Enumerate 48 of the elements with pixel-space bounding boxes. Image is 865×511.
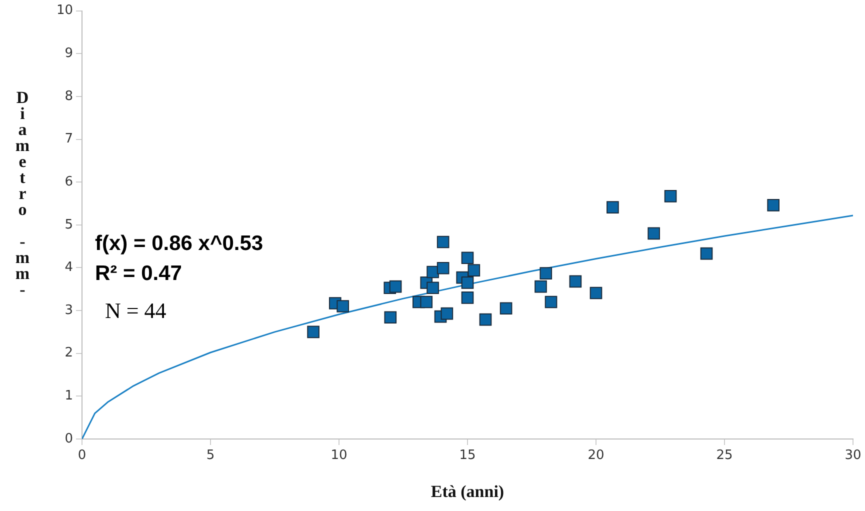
point (700, 247, 713, 260)
point (426, 282, 439, 294)
point (440, 307, 454, 320)
y-tick-label: 1 (64, 388, 73, 404)
point (590, 286, 602, 300)
x-tick-label: 30 (844, 448, 862, 464)
y-tick-label: 5 (64, 217, 73, 232)
point (534, 280, 547, 293)
point (569, 275, 582, 288)
y-tick-label: 3 (64, 302, 73, 318)
x-tick-label: 25 (716, 448, 733, 464)
y-axis-title: Diametro -mm- (12, 88, 32, 296)
point (479, 313, 492, 326)
x-tick-label: 20 (588, 448, 604, 464)
y-tick-label: 10 (56, 3, 73, 18)
y-tick-label: 2 (64, 346, 73, 361)
y-tick-label: 6 (64, 174, 73, 190)
point (664, 190, 677, 202)
x-tick-label: 0 (78, 448, 86, 464)
y-tick-label: 8 (64, 88, 73, 104)
point (461, 276, 474, 289)
point (648, 227, 660, 240)
point (384, 311, 397, 324)
point (461, 252, 474, 264)
point (336, 300, 350, 312)
point (500, 302, 512, 315)
annotation: R² = 0.47 (95, 262, 182, 285)
point (544, 296, 558, 308)
y-tick-label: 4 (64, 260, 73, 276)
point (468, 264, 480, 276)
x-axis-title: Età (anni) (430, 482, 504, 502)
point (461, 292, 474, 304)
point (436, 236, 450, 248)
annotation: f(x) = 0.86 x^0.53 (95, 232, 264, 255)
point (420, 296, 433, 308)
point (606, 201, 619, 214)
y-tick-label: 0 (64, 431, 73, 446)
point (436, 262, 450, 274)
point (767, 199, 780, 212)
annotation: N = 44 (105, 298, 166, 323)
x-tick-label: 15 (459, 448, 476, 464)
y-tick-label: 7 (64, 132, 73, 147)
point (307, 326, 320, 338)
x-tick-label: 10 (330, 448, 348, 464)
point (540, 267, 552, 280)
x-tick-label: 5 (206, 448, 215, 464)
y-tick-label: 9 (64, 46, 73, 61)
point (389, 280, 402, 293)
